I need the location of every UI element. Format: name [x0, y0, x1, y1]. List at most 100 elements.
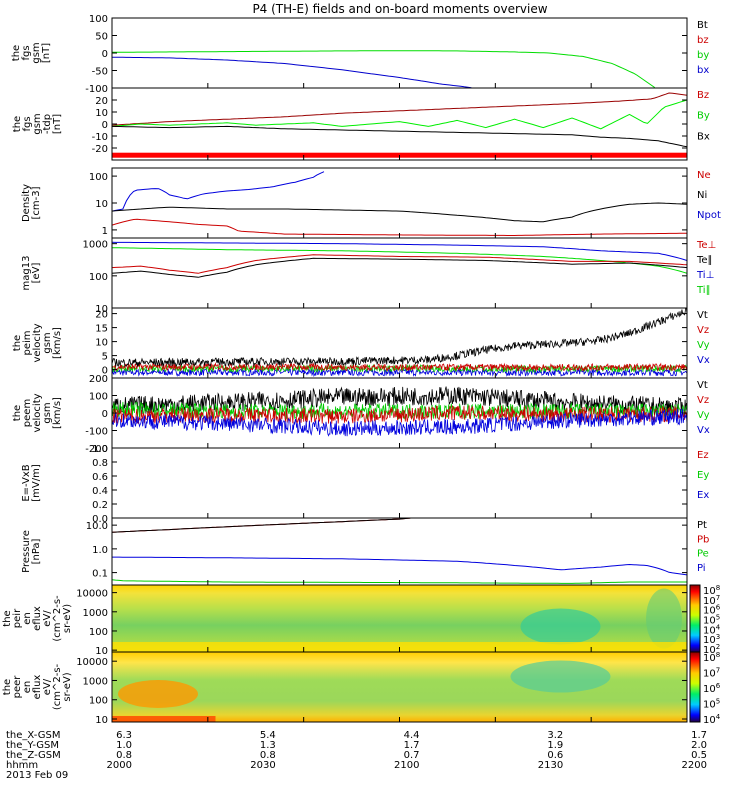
heatmap-body — [112, 585, 687, 652]
panel-7: Ez Ey Ex 1.0 0.8 0.6 0.4 0.2 0.0 E=-VxB [mV/m] — [21, 444, 709, 525]
series-group — [112, 50, 655, 88]
ephemeris-value: 1.3 — [260, 740, 276, 751]
y-axis-label: the peer en eflux eV/(cm^2-s-sr-eV) — [2, 663, 73, 710]
y-tick-label: 10 — [95, 646, 108, 657]
y-tick-label: 1000 — [83, 608, 108, 619]
y-tick-label: 10 — [95, 199, 108, 210]
legend-entry-pb: Pb — [697, 534, 709, 545]
series-group — [112, 241, 687, 278]
ephemeris-row-label: the_Z-GSM — [6, 750, 61, 761]
y-axis-label: E=-VxB [mV/m] — [21, 464, 42, 502]
series-line-npot — [112, 171, 325, 212]
colorbar-label: 105 — [703, 698, 720, 711]
y-axis-label-line: E=-VxB — [21, 464, 32, 501]
y-axis-label-line: the — [11, 45, 22, 61]
series-group — [112, 518, 687, 584]
ephemeris-value: 3.2 — [547, 730, 563, 741]
y-tick-label: 100 — [89, 14, 108, 25]
ephemeris-value: 4.4 — [404, 730, 420, 741]
y-axis-label-line: the — [2, 610, 13, 626]
y-tick-label: 100 — [89, 392, 108, 403]
y-tick-label: 0 — [102, 120, 108, 131]
y-axis-label-line: [km/s] — [52, 397, 63, 429]
ephemeris-value: 2100 — [394, 760, 419, 771]
y-axis-label: Pressure [nPa] — [21, 530, 42, 573]
y-axis-label-line: eV/ — [42, 610, 53, 627]
y-tick-label: 10000 — [76, 657, 108, 668]
y-axis-label-line: eflux — [32, 606, 43, 631]
heatmap-feature — [118, 680, 198, 708]
colorbar-label: 102 — [703, 643, 720, 656]
y-axis-label-line: peim — [22, 330, 33, 355]
series-line-ti⊥ — [112, 241, 687, 261]
y-axis-label-line: eflux — [32, 675, 43, 700]
y-tick-label: 0.2 — [92, 500, 108, 511]
legend-entry-bx: Bx — [697, 131, 710, 142]
legend-entry-by: by — [697, 50, 709, 61]
y-axis-label-line: peer — [12, 675, 23, 699]
ephemeris-value: 0.6 — [547, 750, 563, 761]
panel-8: Pt Pb Pe Pi 10.0 1.0 0.1 Pressure [nPa] — [21, 517, 709, 586]
ephemeris-value: 1.7 — [404, 740, 420, 751]
colorbar-label: 103 — [703, 633, 720, 646]
y-tick-label: 0.8 — [92, 458, 108, 469]
legend-entry-vz: Vz — [697, 325, 709, 336]
y-axis-label-line: gsm — [32, 113, 43, 134]
series-line-vt — [112, 308, 687, 368]
ephemeris-value: 0.5 — [691, 750, 707, 761]
ephemeris-row-label: the_X-GSM — [6, 730, 60, 741]
heatmap-feature — [520, 608, 601, 645]
legend-entry-by: By — [697, 111, 710, 122]
y-tick-label: 100 — [89, 696, 108, 707]
y-tick-label: 0.6 — [92, 472, 108, 483]
y-tick-label: 10 — [95, 338, 108, 349]
y-axis-label: the fgs gsm [nT] — [11, 42, 52, 63]
y-axis-label: the fgs gsm -tdp [nT] — [12, 113, 63, 134]
series-line-by — [112, 99, 687, 130]
y-tick-label: -50 — [92, 67, 108, 78]
ephemeris-date: 2013 Feb 09 — [6, 770, 68, 781]
legend-entry-ti∥: Ti∥ — [696, 285, 711, 296]
ephemeris-value: 1.9 — [547, 740, 563, 751]
y-tick-label: 15 — [95, 324, 108, 335]
series-group — [112, 171, 687, 236]
y-axis-label: the peir en eflux eV/(cm^2-s-sr-eV) — [2, 595, 73, 642]
y-axis-label-line: [mV/m] — [31, 464, 42, 502]
y-axis-label-line: sr-eV) — [62, 672, 73, 701]
heatmap-body — [112, 652, 687, 722]
legend-entry-vy: Vy — [697, 410, 710, 421]
ephemeris-value: 6.3 — [116, 730, 132, 741]
legend-entry-pe: Pe — [697, 549, 709, 560]
legend-entry-vt: Vt — [697, 310, 708, 321]
legend-entry-bx: bx — [697, 65, 709, 76]
y-axis-label-line: gsm — [31, 42, 42, 63]
colorbar — [689, 651, 701, 723]
heatmap-feature — [112, 716, 216, 722]
colorbar-label: 106 — [703, 682, 721, 695]
y-axis-label-line: (cm^2-s- — [52, 595, 63, 642]
y-axis-label-line: [cm-3] — [31, 186, 42, 219]
y-axis-label-line: [nT] — [41, 43, 52, 63]
y-axis-label-line: [nT] — [52, 114, 63, 134]
panel-frame — [111, 447, 688, 519]
series-line-pt — [112, 518, 411, 533]
y-tick-label: 200 — [89, 374, 108, 385]
y-axis-label-line: the — [2, 679, 13, 695]
y-axis-label-line: the — [12, 335, 23, 351]
y-tick-label: 100 — [89, 272, 108, 283]
panel-5: Vt Vz Vy Vx 20 15 10 5 0 the peim velocity gsm [km/s] — [12, 307, 710, 379]
y-tick-label: -20 — [92, 144, 108, 155]
y-axis-label-line: -tdp — [42, 114, 53, 134]
legend-entry-te⊥: Te⊥ — [696, 240, 716, 251]
y-tick-label: 0.1 — [92, 569, 108, 580]
y-axis-label-line: gsm — [42, 402, 53, 423]
y-axis-label-line: gsm — [42, 332, 53, 353]
ephemeris-value: 2000 — [107, 760, 132, 771]
y-tick-label: 20 — [95, 96, 108, 107]
legend-entry-bt: Bt — [697, 20, 708, 31]
series-line-pi — [112, 556, 687, 576]
legend-entry-vx: Vx — [697, 425, 710, 436]
y-axis-label-line: (cm^2-s- — [52, 663, 63, 710]
y-tick-label: 20 — [95, 310, 108, 321]
